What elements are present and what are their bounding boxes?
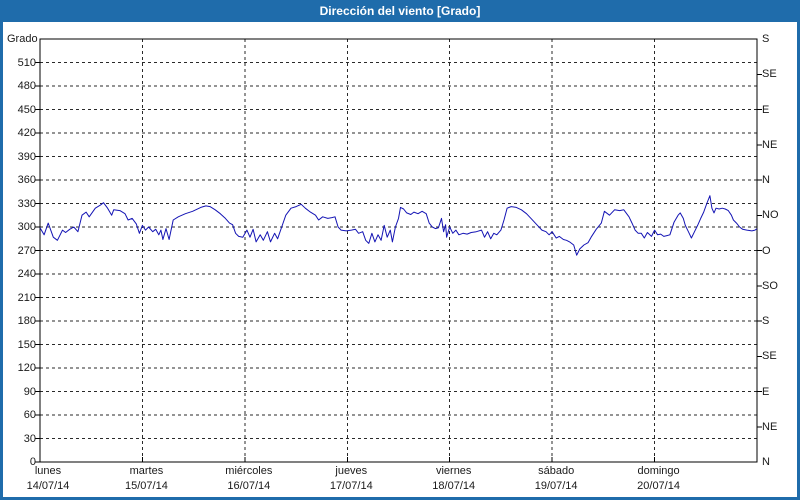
y-left-tick-label: 420 xyxy=(17,127,36,139)
y-left-tick-label: 360 xyxy=(17,174,36,186)
x-day-name: sábado xyxy=(538,465,575,477)
y-right-tick-label: N xyxy=(762,174,770,186)
y-left-tick-label: 270 xyxy=(17,244,36,257)
y-left-tick-label: 210 xyxy=(17,291,36,304)
y-left-tick-label: 390 xyxy=(17,150,36,163)
y-right-tick-label: NE xyxy=(762,420,778,433)
y-left-tick-label: 150 xyxy=(17,338,36,351)
y-left-tick-label: 120 xyxy=(17,362,36,374)
y-left-tick-label: 510 xyxy=(17,56,36,69)
x-day-name: jueves xyxy=(335,465,368,477)
y-right-tick-label: S xyxy=(762,315,770,327)
x-day-date: 17/07/14 xyxy=(329,480,373,492)
y-right-tick-label: NE xyxy=(762,138,778,151)
y-left-tick-label: 90 xyxy=(23,385,36,398)
y-right-tick-label: SE xyxy=(762,350,777,363)
y-left-tick-label: 450 xyxy=(17,103,36,116)
y-right-tick-label: NO xyxy=(762,209,779,222)
y-left-tick-label: 480 xyxy=(17,80,36,92)
y-left-tick-label: 30 xyxy=(23,432,36,445)
y-right-tick-label: S xyxy=(762,33,770,45)
chart-area xyxy=(3,22,797,497)
x-day-name: miércoles xyxy=(225,465,273,477)
x-day-name: domingo xyxy=(637,465,680,477)
y-left-tick-label: 180 xyxy=(17,315,36,327)
y-right-tick-label: O xyxy=(762,244,771,257)
x-day-date: 16/07/14 xyxy=(227,480,271,492)
chart-title-bar: Dirección del viento [Grado] xyxy=(0,0,800,22)
x-day-name: lunes xyxy=(34,465,62,477)
x-day-name: martes xyxy=(129,465,164,477)
y-right-tick-label: SE xyxy=(762,68,777,81)
x-day-name: viernes xyxy=(435,465,472,477)
y-left-tick-label: 60 xyxy=(23,409,36,421)
y-right-tick-label: E xyxy=(762,385,770,398)
y-right-tick-label: N xyxy=(762,456,770,468)
y-left-tick-label: 300 xyxy=(17,221,36,233)
chart-title: Dirección del viento [Grado] xyxy=(319,4,481,18)
x-day-date: 19/07/14 xyxy=(534,480,578,492)
y-left-tick-label: 240 xyxy=(17,268,36,280)
x-day-date: 20/07/14 xyxy=(637,480,680,492)
x-day-date: 14/07/14 xyxy=(26,480,70,492)
y-left-tick-label: 0 xyxy=(29,456,36,468)
y-left-tick-label: 330 xyxy=(17,197,36,210)
y-right-tick-label: SO xyxy=(762,279,778,292)
x-day-date: 15/07/14 xyxy=(125,480,168,492)
y-axis-title: Grado xyxy=(7,33,38,45)
x-day-date: 18/07/14 xyxy=(432,480,476,492)
y-right-tick-label: E xyxy=(762,103,770,116)
